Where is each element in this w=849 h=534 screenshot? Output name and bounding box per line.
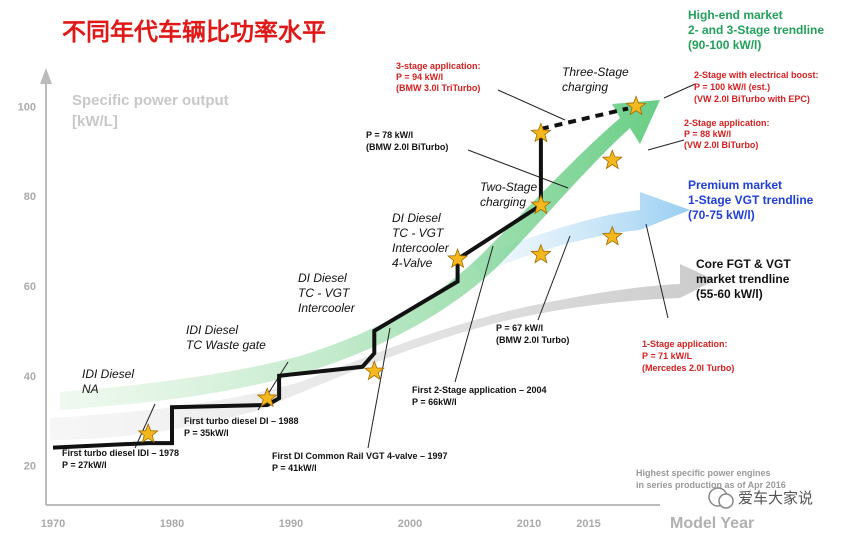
y-tick-label: 100 [18,101,36,113]
era-label: 4-Valve [392,256,433,270]
star-marker-icon [530,122,552,143]
y-axis-label-line2: [kW/L] [72,113,118,130]
svg-text:IDI Diesel NA: IDI Diesel NA [82,367,137,396]
x-tick-label: 1980 [160,518,184,530]
era-labels: IDI Diesel NA IDI Diesel TC Waste gate D… [82,65,632,396]
era-label: TC - VGT [298,286,351,300]
annotation-1988: First turbo diesel DI – 1988 P = 35kW/l [184,416,301,438]
svg-text:DI Diesel TC - VGT: DI Diesel TC - VGT Intercooler [298,271,356,315]
era-label: Three-Stage [562,65,629,79]
annotation-mercedes: 1-Stage application: P = 71 kW/L (Merced… [642,339,734,373]
x-tick-label: 2015 [576,518,600,530]
x-tick-labels: 1970 1980 1990 2000 2010 2015 [41,518,601,530]
star-marker-icon [601,225,623,246]
era-label: DI Diesel [298,271,347,285]
data-point-stars [137,95,647,444]
annotation-1997: First DI Common Rail VGT 4-valve – 1997 … [272,451,450,473]
y-tick-label: 20 [24,461,36,473]
highend-trend-band [60,100,660,410]
annotation-bmw-biturbo: P = 78 kW/l (BMW 2.0l BiTurbo) [366,130,448,152]
star-marker-icon [530,243,552,264]
star-marker-icon [447,247,469,269]
y-tick-label: 80 [24,191,36,203]
watermark: 爱车大家说 [708,487,813,509]
era-label: NA [82,382,99,396]
annotation-vw-biturbo: 2-Stage application: P = 88 kW/l (VW 2.0… [684,118,772,150]
era-label: IDI Diesel [186,323,238,337]
y-tick-labels: 20 40 60 80 100 [18,101,36,472]
watermark-text: 爱车大家说 [738,489,813,507]
x-tick-label: 1990 [279,518,303,530]
era-label: TC - VGT [392,226,445,240]
x-tick-label: 2000 [398,518,422,530]
svg-text:Three-Stage charging: Three-Stage charging [562,65,632,94]
footnote: Highest specific power engines in series… [636,468,786,490]
premium-trend-band [470,192,690,274]
era-label: charging [480,195,526,209]
y-tick-label: 40 [24,371,36,383]
star-marker-icon [363,360,385,381]
core-trend-label: Core FGT & VGT market trendline (55-60 k… [696,257,794,301]
annotation-bmw-turbo: P = 67 kW/l (BMW 2.0l Turbo) [496,323,569,345]
era-label: charging [562,80,608,94]
era-label: DI Diesel [392,211,441,225]
annotation-vw-epc: 2-Stage with electrical boost: P = 100 k… [694,70,821,104]
star-marker-icon [137,422,159,444]
era-label: Two-Stage [480,180,537,194]
era-label: TC Waste gate [186,338,266,352]
premium-trend-label: Premium market 1-Stage VGT trendline (70… [688,178,817,222]
era-label: Intercooler [392,241,450,255]
annotation-bmw-triturbo: 3-stage application: P = 94 kW/l (BMW 3.… [396,61,483,93]
x-tick-label: 1970 [41,518,65,530]
y-axis-arrow-icon [40,68,52,84]
star-marker-icon [625,95,647,116]
star-marker-icon [530,194,552,215]
svg-text:IDI Diesel TC Waste gate: IDI Diesel TC Waste gate [186,323,266,352]
highend-trend-label: High-end market 2- and 3-Stage trendline… [688,8,827,52]
era-label: Intercooler [298,301,356,315]
era-label: IDI Diesel [82,367,134,381]
x-tick-label: 2010 [517,518,541,530]
annotation-1978: First turbo diesel IDI – 1978 P = 27kW/l [62,448,182,470]
svg-text:Two-Stage charging: Two-Stage charging [480,180,540,209]
chart-title: 不同年代车辆比功率水平 [62,18,326,46]
star-marker-icon [256,387,278,408]
x-axis-label: Model Year [670,515,754,532]
annotation-2004: First 2-Stage application – 2004 P = 66k… [412,385,549,407]
core-trend-band [50,264,715,440]
y-axis-label-line1: Specific power output [72,92,229,109]
star-marker-icon [601,149,623,170]
projection-dashed-line [540,106,629,131]
svg-text:DI Diesel TC - VGT: DI Diesel TC - VGT Intercooler 4-Valve [392,211,452,270]
y-tick-label: 60 [24,281,36,293]
